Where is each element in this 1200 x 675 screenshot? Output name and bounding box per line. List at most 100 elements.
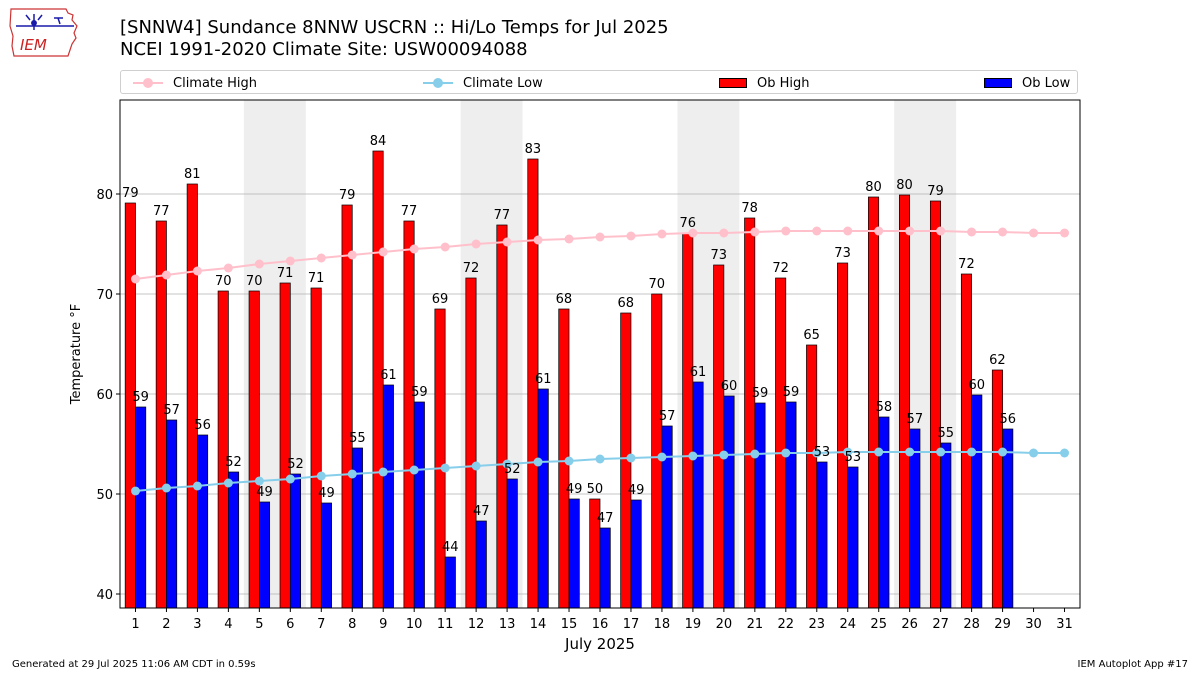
legend-climate-low: Climate Low xyxy=(423,73,543,93)
ob-low-swatch xyxy=(984,78,1012,88)
ob-low-bar xyxy=(754,402,766,609)
logo-text: IEM xyxy=(20,36,47,54)
x-tick-label: 25 xyxy=(870,617,887,632)
climate-high-point xyxy=(254,259,264,269)
x-tick-label: 31 xyxy=(1056,617,1073,632)
ob-high-label: 77 xyxy=(494,208,511,223)
ob-low-label: 49 xyxy=(256,485,273,500)
ob-high-bar xyxy=(991,369,1003,609)
climate-high-point xyxy=(812,226,822,236)
climate-low-point xyxy=(161,483,171,493)
ob-high-label: 68 xyxy=(618,296,635,311)
ob-low-label: 56 xyxy=(194,418,211,433)
ob-high-bar xyxy=(837,262,849,609)
x-tick-label: 2 xyxy=(162,617,170,632)
ob-low-bar xyxy=(289,473,301,609)
ob-high-label: 73 xyxy=(710,248,727,263)
climate-high-point xyxy=(781,226,791,236)
ob-high-bar xyxy=(186,183,198,609)
ob-low-bar xyxy=(382,384,394,609)
ob-low-label: 56 xyxy=(999,412,1016,427)
ob-low-bar xyxy=(135,406,147,609)
climate-high-marker xyxy=(143,78,153,88)
climate-high-swatch xyxy=(133,76,163,90)
ob-low-label: 57 xyxy=(163,403,180,418)
climate-high-point xyxy=(595,232,605,242)
ob-high-label: 80 xyxy=(896,178,913,193)
x-tick-label: 10 xyxy=(406,617,423,632)
ob-low-bar xyxy=(847,466,859,609)
climate-low-point xyxy=(564,456,574,466)
climate-low-point xyxy=(533,457,543,467)
climate-low-point xyxy=(843,447,853,457)
ob-low-label: 61 xyxy=(690,365,707,380)
climate-high-point xyxy=(719,228,729,238)
ob-low-bar xyxy=(444,556,456,609)
ob-high-bar xyxy=(341,204,353,609)
legend-climate-high: Climate High xyxy=(133,73,257,93)
climate-high-point xyxy=(378,247,388,257)
ob-low-label: 53 xyxy=(845,450,862,465)
ob-high-bar xyxy=(960,273,972,609)
climate-low-point xyxy=(688,451,698,461)
ob-high-label: 81 xyxy=(184,167,201,182)
climate-high-point xyxy=(998,227,1008,237)
x-tick-label: 27 xyxy=(932,617,949,632)
ob-high-label: 70 xyxy=(246,274,263,289)
ob-high-bar xyxy=(310,287,322,609)
ob-high-bar xyxy=(496,224,508,609)
climate-low-point xyxy=(347,469,357,479)
weekend-band xyxy=(677,100,740,608)
climate-high-point xyxy=(285,256,295,266)
iem-logo: IEM xyxy=(9,8,78,57)
x-tick-label: 3 xyxy=(193,617,201,632)
ob-low-bar xyxy=(475,520,487,609)
ob-low-label: 53 xyxy=(814,445,831,460)
x-tick-label: 17 xyxy=(623,617,640,632)
climate-high-point xyxy=(626,231,636,241)
ob-low-bar xyxy=(723,395,735,609)
ob-low-label: 47 xyxy=(597,511,614,526)
climate-high-point xyxy=(967,227,977,237)
ob-low-label: 58 xyxy=(876,400,893,415)
y-tick-label: 70 xyxy=(96,288,113,303)
ob-low-bar xyxy=(909,428,921,609)
climate-low-point xyxy=(812,448,822,458)
x-tick-label: 6 xyxy=(286,617,294,632)
x-axis-label: July 2025 xyxy=(564,635,635,653)
weekend-band xyxy=(460,100,523,608)
ob-high-bar xyxy=(124,202,136,609)
climate-high-point xyxy=(471,239,481,249)
ob-high-bar xyxy=(434,308,446,609)
ob-low-bar xyxy=(413,401,425,609)
ob-high-bar xyxy=(620,312,632,609)
climate-low-point xyxy=(192,481,202,491)
ob-low-label: 61 xyxy=(535,372,552,387)
climate-low-point xyxy=(223,478,233,488)
ob-low-bar xyxy=(878,416,890,609)
ob-high-bar xyxy=(217,290,229,609)
climate-low-point xyxy=(285,474,295,484)
x-tick-label: 16 xyxy=(592,617,609,632)
ob-low-label: 57 xyxy=(659,409,676,424)
x-tick-label: 22 xyxy=(778,617,795,632)
ob-low-bar xyxy=(785,401,797,609)
ob-low-bar xyxy=(197,434,209,609)
x-tick-label: 29 xyxy=(994,617,1011,632)
ob-low-bar xyxy=(228,471,240,609)
x-tick-label: 5 xyxy=(255,617,263,632)
ob-high-label: 80 xyxy=(865,180,882,195)
legend: Climate High Climate Low Ob High Ob Low xyxy=(120,70,1078,94)
climate-low-point xyxy=(967,447,977,457)
ob-low-bar xyxy=(940,442,952,609)
y-tick-label: 80 xyxy=(96,188,113,203)
x-tick-label: 19 xyxy=(685,617,702,632)
climate-high-point xyxy=(347,250,357,260)
ob-low-bar xyxy=(537,388,549,609)
ob-high-bar xyxy=(589,498,601,609)
climate-low-point xyxy=(936,447,946,457)
climate-high-point xyxy=(750,227,760,237)
ob-low-bar xyxy=(1002,428,1014,609)
climate-high-point xyxy=(161,270,171,280)
